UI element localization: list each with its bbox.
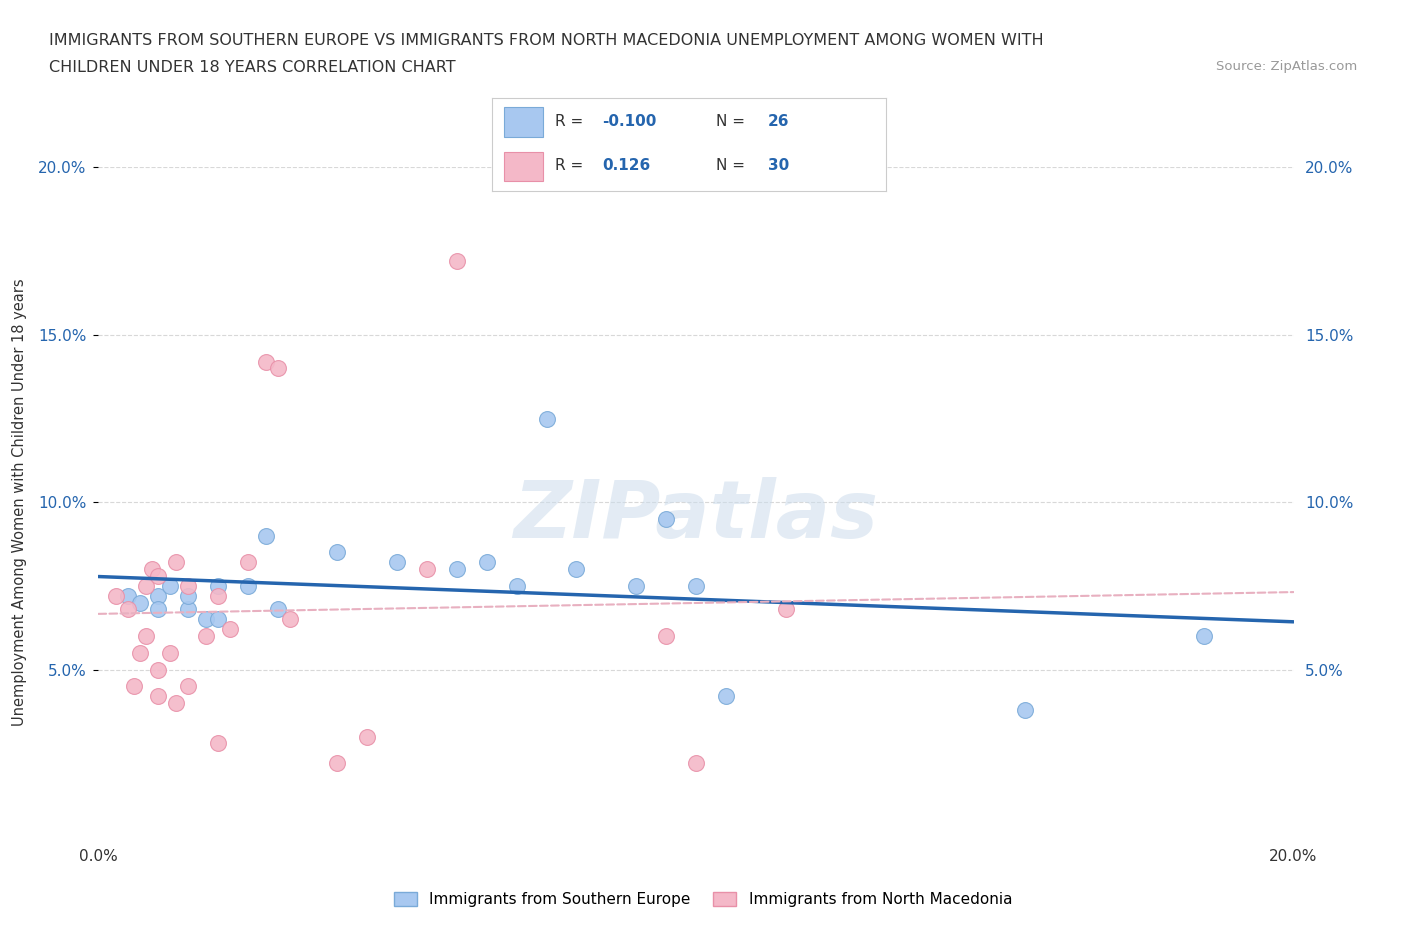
Point xyxy=(117,602,139,617)
Bar xyxy=(503,152,543,181)
Point xyxy=(105,589,128,604)
Point xyxy=(135,578,157,593)
Point xyxy=(385,555,409,570)
Point xyxy=(129,645,152,660)
Bar xyxy=(503,107,543,137)
Point xyxy=(148,662,170,677)
Legend: Immigrants from Southern Europe, Immigrants from North Macedonia: Immigrants from Southern Europe, Immigra… xyxy=(388,885,1018,913)
Text: IMMIGRANTS FROM SOUTHERN EUROPE VS IMMIGRANTS FROM NORTH MACEDONIA UNEMPLOYMENT : IMMIGRANTS FROM SOUTHERN EUROPE VS IMMIG… xyxy=(49,33,1043,47)
Point xyxy=(1014,702,1036,717)
Point xyxy=(254,354,277,369)
Text: ZIPatlas: ZIPatlas xyxy=(513,476,879,554)
Point xyxy=(236,578,259,593)
Text: R =: R = xyxy=(555,113,583,129)
Text: Source: ZipAtlas.com: Source: ZipAtlas.com xyxy=(1216,60,1357,73)
Text: 0.126: 0.126 xyxy=(602,158,651,173)
Point xyxy=(165,696,187,711)
Point xyxy=(148,689,170,704)
Point xyxy=(219,622,242,637)
Point xyxy=(446,562,468,577)
Point xyxy=(326,756,349,771)
Point xyxy=(195,612,218,627)
Point xyxy=(254,528,277,543)
Point xyxy=(685,756,707,771)
Point xyxy=(326,545,349,560)
Point xyxy=(148,568,170,583)
Point xyxy=(207,578,229,593)
Point xyxy=(117,589,139,604)
Point xyxy=(267,361,290,376)
Point xyxy=(416,562,439,577)
Point xyxy=(165,555,187,570)
Point xyxy=(506,578,529,593)
Point xyxy=(236,555,259,570)
Text: N =: N = xyxy=(717,158,745,173)
Text: N =: N = xyxy=(717,113,745,129)
Point xyxy=(775,602,797,617)
Point xyxy=(536,411,558,426)
Point xyxy=(207,736,229,751)
Point xyxy=(135,629,157,644)
Point xyxy=(148,589,170,604)
Point xyxy=(356,729,378,744)
Point xyxy=(207,589,229,604)
Point xyxy=(177,602,200,617)
Point xyxy=(195,629,218,644)
Point xyxy=(159,578,181,593)
Text: 26: 26 xyxy=(768,113,789,129)
Point xyxy=(626,578,648,593)
Text: CHILDREN UNDER 18 YEARS CORRELATION CHART: CHILDREN UNDER 18 YEARS CORRELATION CHAR… xyxy=(49,60,456,75)
Point xyxy=(655,512,678,526)
Y-axis label: Unemployment Among Women with Children Under 18 years: Unemployment Among Women with Children U… xyxy=(13,278,27,726)
Point xyxy=(475,555,498,570)
Point xyxy=(124,679,146,694)
Point xyxy=(278,612,301,627)
Point xyxy=(1192,629,1215,644)
Point xyxy=(207,612,229,627)
Point xyxy=(446,254,468,269)
Point xyxy=(685,578,707,593)
Point xyxy=(655,629,678,644)
Point xyxy=(159,645,181,660)
Point xyxy=(565,562,588,577)
Point xyxy=(141,562,163,577)
Point xyxy=(129,595,152,610)
Point xyxy=(148,602,170,617)
Point xyxy=(177,679,200,694)
Point xyxy=(177,589,200,604)
Point xyxy=(177,578,200,593)
Point xyxy=(714,689,737,704)
Text: 30: 30 xyxy=(768,158,789,173)
Point xyxy=(267,602,290,617)
Text: R =: R = xyxy=(555,158,583,173)
Text: -0.100: -0.100 xyxy=(602,113,657,129)
